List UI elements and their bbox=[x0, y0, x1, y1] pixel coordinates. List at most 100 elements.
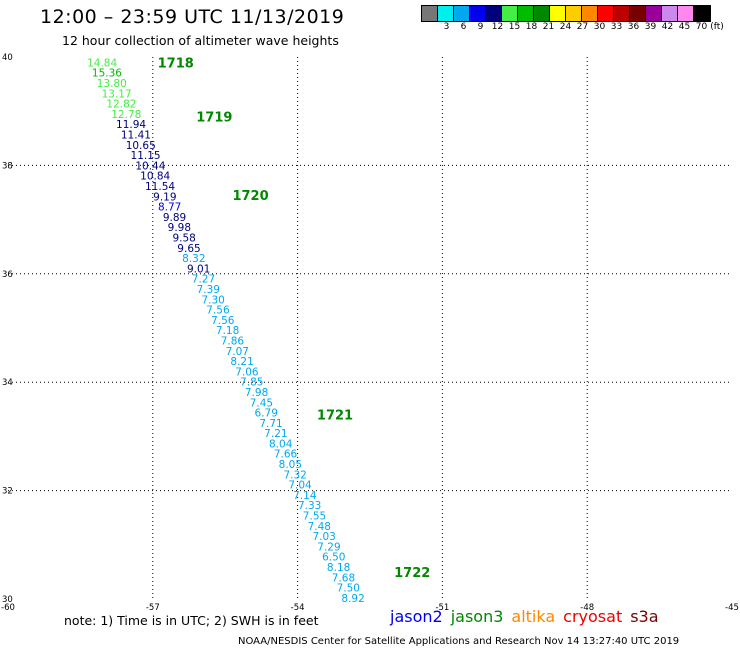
wave-height-value: 9.65 bbox=[177, 243, 200, 255]
wave-height-value: 15.36 bbox=[92, 68, 122, 80]
colorbar-swatch bbox=[502, 6, 518, 21]
legend-entry-cryosat: cryosat bbox=[563, 607, 623, 626]
wave-height-value: 8.18 bbox=[327, 562, 350, 574]
wave-height-value: 6.79 bbox=[255, 408, 278, 420]
wave-height-value: 9.58 bbox=[172, 232, 195, 244]
wave-height-value: 7.56 bbox=[211, 315, 235, 327]
wave-height-value: 7.66 bbox=[274, 449, 298, 461]
longitude-tick-label: -51 bbox=[435, 603, 449, 613]
wave-height-value: 11.15 bbox=[131, 150, 161, 162]
wave-height-value: 7.29 bbox=[317, 541, 340, 553]
colorbar-swatch bbox=[534, 6, 550, 21]
colorbar-tick-label: 24 bbox=[559, 22, 572, 32]
colorbar-tick-label: 9 bbox=[477, 22, 484, 32]
colorbar-swatch bbox=[678, 6, 694, 21]
colorbar-swatch bbox=[598, 6, 614, 21]
wave-height-value: 7.06 bbox=[235, 366, 259, 378]
colorbar-tick-label: 45 bbox=[678, 22, 691, 32]
wave-height-value: 7.71 bbox=[259, 418, 282, 430]
wave-height-value: 12.82 bbox=[106, 99, 136, 111]
longitude-tick-label: -57 bbox=[146, 603, 160, 613]
latitude-tick-label: 34 bbox=[2, 378, 13, 388]
note-text: note: 1) Time is in UTC; 2) SWH is in fe… bbox=[64, 613, 319, 628]
wave-height-value: 9.01 bbox=[187, 263, 210, 275]
legend-entry-jason3: jason3 bbox=[450, 607, 504, 626]
wave-height-value: 10.84 bbox=[140, 171, 170, 183]
wave-height-value: 8.04 bbox=[269, 438, 293, 450]
wave-height-value: 7.21 bbox=[264, 428, 287, 440]
colorbar-swatch bbox=[566, 6, 582, 21]
wave-height-value: 7.04 bbox=[288, 480, 312, 492]
wave-height-value: 7.03 bbox=[312, 531, 335, 543]
wave-height-value: 7.50 bbox=[337, 583, 360, 595]
map-subtitle: 12 hour collection of altimeter wave hei… bbox=[62, 33, 339, 48]
wave-height-value: 8.77 bbox=[158, 202, 181, 214]
wave-height-value: 11.54 bbox=[145, 181, 175, 193]
latitude-tick-label: 40 bbox=[2, 53, 13, 63]
colorbar-unit-label: (ft) bbox=[710, 22, 724, 32]
wave-height-value: 7.39 bbox=[197, 284, 220, 296]
wave-height-value: 7.55 bbox=[303, 511, 326, 523]
wave-height-value: 6.50 bbox=[322, 552, 345, 564]
colorbar-tick-label: 15 bbox=[508, 22, 521, 32]
wave-height-value: 14.84 bbox=[87, 57, 117, 69]
wave-height-value: 7.30 bbox=[201, 294, 224, 306]
wave-height-value: 10.65 bbox=[126, 140, 156, 152]
wave-height-value: 13.17 bbox=[102, 88, 132, 100]
longitude-tick-label: -54 bbox=[291, 603, 305, 613]
wave-height-value: 7.86 bbox=[221, 335, 245, 347]
colorbar-tick-label: 39 bbox=[644, 22, 657, 32]
wave-height-value: 9.89 bbox=[163, 212, 186, 224]
colorbar-swatch bbox=[518, 6, 534, 21]
map-title: 12:00 – 23:59 UTC 11/13/2019 bbox=[40, 6, 345, 28]
latitude-tick-label: 36 bbox=[2, 270, 13, 280]
satellite-legend: jason2 jason3 altika cryosat s3a bbox=[390, 607, 667, 626]
colorbar-tick-label: 12 bbox=[491, 22, 504, 32]
latitude-tick-label: 32 bbox=[2, 487, 13, 497]
legend-entry-jason2: jason2 bbox=[390, 607, 443, 626]
latitude-tick-label: 38 bbox=[2, 161, 13, 171]
legend-entry-s3a: s3a bbox=[630, 607, 659, 626]
colorbar-swatch bbox=[470, 6, 486, 21]
wave-height-value: 12.78 bbox=[111, 109, 141, 121]
wave-height-value: 7.33 bbox=[298, 500, 321, 512]
latitude-tick-label: 30 bbox=[2, 595, 13, 605]
wave-height-value: 13.80 bbox=[97, 78, 127, 90]
wave-height-value: 9.98 bbox=[168, 222, 191, 234]
colorbar-tick-label: 27 bbox=[576, 22, 589, 32]
wave-height-value: 8.05 bbox=[279, 459, 302, 471]
hour-labels: 1718 1719 1720 1721 1722 bbox=[158, 56, 431, 580]
colorbar-swatch bbox=[662, 6, 678, 21]
wave-height-value: 7.68 bbox=[332, 572, 355, 584]
colorbar-swatch bbox=[550, 6, 566, 21]
hour-label: 1720 bbox=[232, 189, 268, 204]
footer-credit: NOAA/NESDIS Center for Satellite Applica… bbox=[238, 636, 680, 647]
colorbar-swatch bbox=[438, 6, 454, 21]
hour-label: 1718 bbox=[158, 56, 194, 71]
colorbar-tick-label: 21 bbox=[542, 22, 555, 32]
wave-height-observations: 14.8415.3613.8013.1712.8212.7811.9411.41… bbox=[87, 57, 365, 604]
colorbar-tick-label: 30 bbox=[593, 22, 606, 32]
wave-height-value: 10.44 bbox=[135, 160, 165, 172]
colorbar-tick-label: 3 bbox=[443, 22, 450, 32]
wave-height-value: 7.98 bbox=[245, 387, 268, 399]
hour-label: 1722 bbox=[394, 566, 430, 581]
wave-height-value: 7.18 bbox=[216, 325, 239, 337]
longitude-tick-label: -45 bbox=[725, 603, 739, 613]
longitude-tick-label: -60 bbox=[1, 603, 15, 613]
colorbar-tick-label: 42 bbox=[661, 22, 674, 32]
wave-height-value: 8.21 bbox=[230, 356, 253, 368]
colorbar-tick-label: 18 bbox=[525, 22, 538, 32]
wave-height-value: 7.07 bbox=[226, 346, 249, 358]
colorbar-tick-label: 36 bbox=[627, 22, 640, 32]
wave-height-value: 7.48 bbox=[308, 521, 331, 533]
wave-height-value: 8.32 bbox=[182, 253, 205, 265]
colorbar-swatch bbox=[422, 6, 438, 21]
hour-label: 1721 bbox=[317, 409, 353, 424]
wave-height-value: 7.27 bbox=[192, 274, 215, 286]
colorbar-tick-label: 33 bbox=[610, 22, 623, 32]
wave-height-value: 11.94 bbox=[116, 119, 146, 131]
colorbar-swatch bbox=[630, 6, 646, 21]
wave-height-value: 7.85 bbox=[240, 377, 263, 389]
axis-tick-labels: -60 -57 -54 -51 -48 -45 40 38 36 34 32 30 bbox=[1, 53, 739, 613]
